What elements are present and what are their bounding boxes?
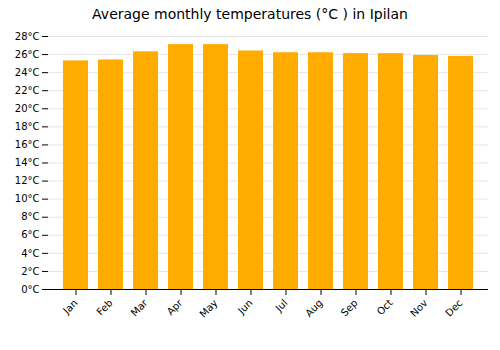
svg-text:Oct: Oct — [375, 297, 395, 317]
svg-text:20°C: 20°C — [15, 103, 40, 114]
svg-text:May: May — [197, 297, 219, 319]
svg-text:10°C: 10°C — [15, 193, 40, 204]
svg-text:0°C: 0°C — [21, 284, 39, 295]
svg-text:16°C: 16°C — [15, 139, 40, 150]
svg-text:Aug: Aug — [303, 297, 325, 319]
svg-text:Jan: Jan — [60, 297, 79, 316]
svg-text:Nov: Nov — [408, 297, 430, 319]
svg-text:Dec: Dec — [443, 297, 464, 318]
svg-text:Mar: Mar — [129, 297, 151, 319]
html-text:Average monthly temperatures (: Average monthly temperatures (°C ) in Ip… — [92, 6, 408, 22]
svg-text:12°C: 12°C — [15, 175, 40, 186]
svg-text:26°C: 26°C — [15, 49, 40, 60]
svg-text:Apr: Apr — [165, 297, 186, 318]
svg-text:18°C: 18°C — [15, 121, 40, 132]
svg-text:Jul: Jul — [273, 297, 290, 314]
svg-text:4°C: 4°C — [21, 248, 39, 259]
svg-text:28°C: 28°C — [15, 31, 40, 42]
svg-text:14°C: 14°C — [15, 157, 40, 168]
svg-text:Jun: Jun — [235, 297, 255, 317]
svg-text:24°C: 24°C — [15, 67, 40, 78]
svg-text:6°C: 6°C — [21, 229, 39, 240]
svg-text:8°C: 8°C — [21, 211, 39, 222]
svg-text:Sep: Sep — [339, 297, 360, 318]
svg-text:22°C: 22°C — [15, 85, 40, 96]
svg-text:2°C: 2°C — [21, 266, 39, 277]
svg-text:Feb: Feb — [94, 297, 114, 317]
